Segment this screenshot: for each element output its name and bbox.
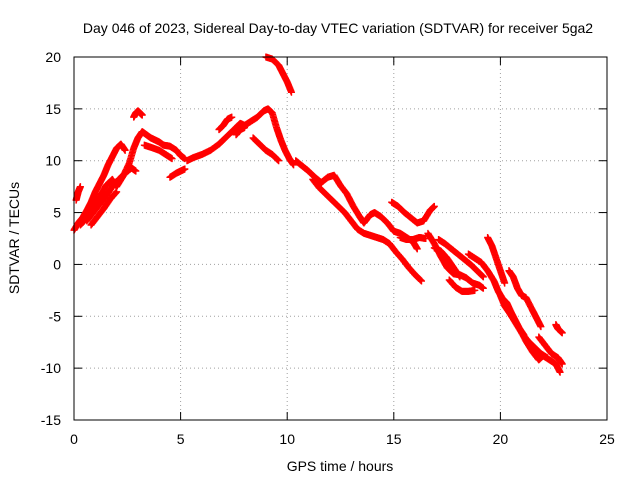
data-point [228, 113, 236, 121]
data-point [471, 286, 479, 294]
series-arc-20 [435, 236, 487, 281]
series-arc-21 [445, 276, 479, 295]
grid-lines [73, 56, 608, 421]
x-tick-label: 20 [493, 431, 509, 447]
y-tick-label: 20 [45, 49, 61, 65]
series-arc-13 [262, 53, 295, 96]
series-arc-7 [140, 141, 176, 163]
data-point [275, 157, 283, 165]
data-point [181, 165, 189, 173]
series-arc-3 [76, 128, 189, 229]
data-point [132, 167, 140, 175]
data-point [168, 155, 176, 163]
x-tick-label: 0 [70, 431, 78, 447]
data-point [558, 360, 566, 368]
series-arc-15 [309, 175, 426, 285]
series-arc-23 [484, 233, 509, 287]
series-arc-16 [388, 198, 438, 227]
data-point [537, 323, 545, 331]
data-point [113, 188, 121, 196]
x-tick-labels: 0 5 10 15 20 25 [70, 431, 615, 447]
y-tick-label: 10 [45, 153, 61, 169]
y-tick-label: -15 [41, 412, 61, 428]
chart-title: Day 046 of 2023, Sidereal Day-to-day VTE… [83, 20, 593, 36]
data-point [418, 277, 426, 285]
series-arc-26 [505, 267, 545, 331]
x-tick-label: 15 [386, 431, 402, 447]
series-arc-2 [72, 183, 84, 204]
data-point [430, 202, 438, 210]
x-tick-label: 25 [599, 431, 615, 447]
data-point [501, 279, 509, 287]
data-point [241, 124, 249, 132]
series-arc-12 [249, 134, 283, 165]
y-tick-labels: -15 -10 -5 0 5 10 15 20 [41, 49, 61, 428]
y-tick-label: -5 [49, 308, 62, 324]
data-point [138, 111, 146, 119]
series-arc-1 [70, 140, 129, 234]
series-arc-28 [552, 321, 566, 337]
series-arc-8 [166, 165, 189, 181]
x-tick-label: 5 [177, 431, 185, 447]
series-arc-11 [232, 124, 249, 139]
data-point [558, 329, 566, 337]
y-tick-label: -10 [41, 360, 61, 376]
data-point [556, 368, 564, 376]
series-arc-10 [215, 113, 236, 134]
data-point [456, 273, 464, 281]
series-arc-19 [430, 244, 464, 281]
data-point [76, 183, 84, 191]
x-tick-label: 10 [279, 431, 295, 447]
y-tick-label: 5 [53, 205, 61, 221]
series-arc-27 [535, 333, 566, 368]
data-point [290, 161, 298, 169]
x-axis-label: GPS time / hours [287, 458, 394, 474]
series-arc-17 [396, 233, 430, 244]
data-point [479, 273, 487, 281]
y-tick-label: 0 [53, 256, 61, 272]
series-arc-25 [503, 304, 564, 376]
series-arc-5 [87, 188, 121, 229]
data-point [287, 88, 295, 96]
y-axis-label: SDTVAR / TECUs [6, 182, 22, 294]
data-point [479, 284, 487, 292]
y-tick-label: 15 [45, 101, 61, 117]
data-point [413, 245, 421, 253]
plot-frame [73, 56, 608, 421]
series-arc-9 [183, 105, 298, 169]
series-arc-6 [130, 107, 146, 121]
series-arc-4 [83, 164, 140, 225]
data-point [121, 146, 129, 154]
data-points [70, 53, 566, 376]
